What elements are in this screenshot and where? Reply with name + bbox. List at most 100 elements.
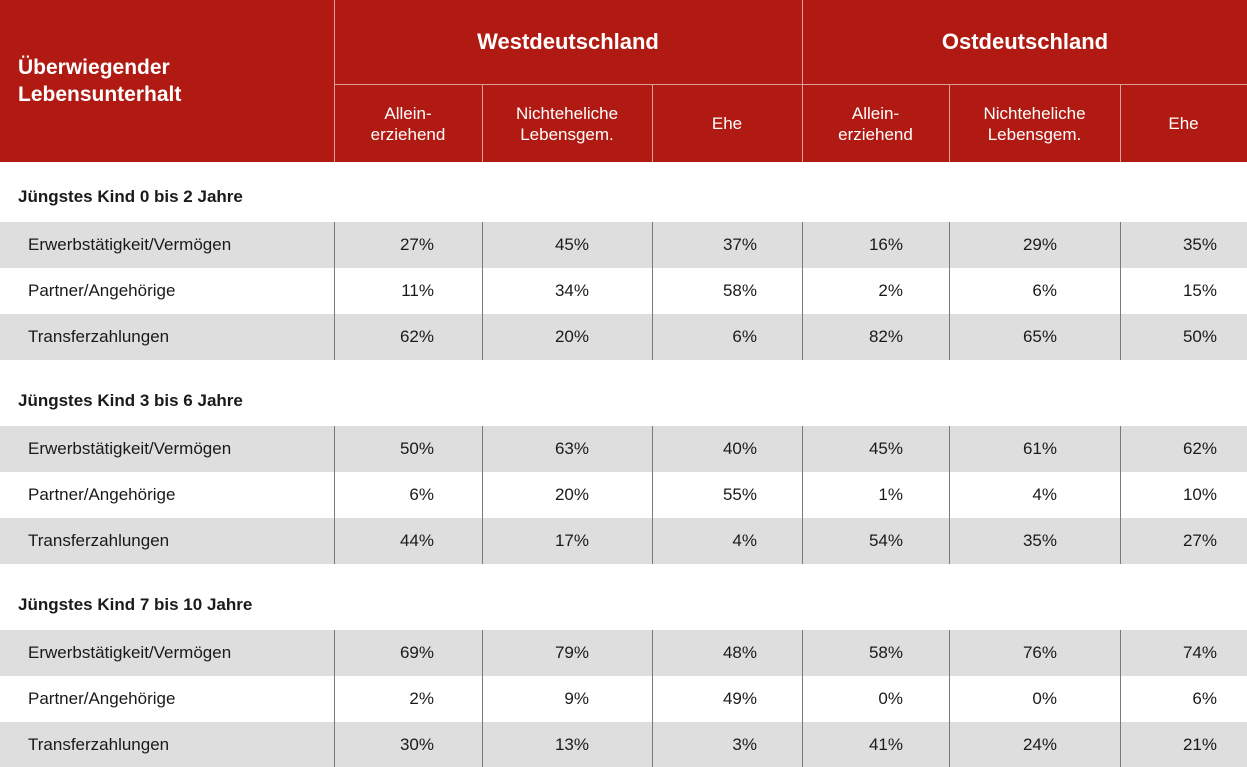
cell-value: 45% <box>554 235 589 254</box>
section-title: Jüngstes Kind 7 bis 10 Jahre <box>18 595 253 614</box>
column-separator <box>949 222 950 268</box>
cell-value: 58% <box>868 643 903 662</box>
cell-value: 30% <box>399 735 434 754</box>
cell-value: 6% <box>1032 281 1057 300</box>
cell-value: 1% <box>878 485 903 504</box>
cell-value: 4% <box>732 531 757 550</box>
column-separator <box>334 518 335 564</box>
column-separator <box>1120 518 1121 564</box>
cell-value: 63% <box>554 439 589 458</box>
column-separator <box>482 722 483 767</box>
cell-value: 55% <box>722 485 757 504</box>
section-title: Jüngstes Kind 3 bis 6 Jahre <box>18 391 243 410</box>
cell-value: 50% <box>1182 327 1217 346</box>
subcol-header-line2: erziehend <box>838 124 913 144</box>
table-header: Überwiegender Lebensunterhalt Westdeutsc… <box>0 0 1247 162</box>
column-separator <box>802 676 803 722</box>
row-label: Transferzahlungen <box>28 531 170 550</box>
column-separator <box>1120 722 1121 767</box>
cell-value: 62% <box>399 327 434 346</box>
subcol-header-line1: Nichteheliche <box>983 103 1086 123</box>
column-separator <box>949 676 950 722</box>
column-separator <box>949 426 950 472</box>
subcol-header-line2: Lebensgem. <box>987 124 1082 144</box>
cell-value: 29% <box>1022 235 1057 254</box>
column-separator <box>334 314 335 360</box>
cell-value: 74% <box>1182 643 1217 662</box>
column-separator <box>802 314 803 360</box>
corner-header-line1: Überwiegender <box>18 56 170 79</box>
column-separator <box>482 314 483 360</box>
column-separator <box>802 426 803 472</box>
cell-value: 40% <box>722 439 757 458</box>
column-separator <box>334 722 335 767</box>
cell-value: 4% <box>1032 485 1057 504</box>
column-separator <box>652 222 653 268</box>
subcol-header: Ehe <box>1120 85 1247 162</box>
column-separator <box>1120 268 1121 314</box>
group-header-west: Westdeutschland <box>477 29 659 54</box>
column-separator <box>949 314 950 360</box>
column-separator <box>802 518 803 564</box>
column-separator <box>1120 472 1121 518</box>
column-separator <box>652 676 653 722</box>
cell-value: 58% <box>722 281 757 300</box>
row-label: Partner/Angehörige <box>28 485 176 504</box>
column-separator <box>802 472 803 518</box>
cell-value: 35% <box>1182 235 1217 254</box>
table-row: Transferzahlungen 62% 20% 6% 82% 65% 50% <box>0 314 1247 360</box>
cell-value: 15% <box>1182 281 1217 300</box>
column-separator <box>482 222 483 268</box>
cell-value: 21% <box>1182 735 1217 754</box>
column-separator <box>802 722 803 767</box>
cell-value: 34% <box>554 281 589 300</box>
cell-value: 10% <box>1182 485 1217 504</box>
column-separator <box>482 676 483 722</box>
column-separator <box>652 472 653 518</box>
cell-value: 79% <box>554 643 589 662</box>
cell-value: 65% <box>1022 327 1057 346</box>
corner-header: Überwiegender Lebensunterhalt <box>0 0 334 162</box>
column-separator <box>949 518 950 564</box>
table-row: Partner/Angehörige 2% 9% 49% 0% 0% 6% <box>0 676 1247 722</box>
column-separator <box>652 722 653 767</box>
cell-value: 2% <box>409 689 434 708</box>
cell-value: 37% <box>722 235 757 254</box>
cell-value: 3% <box>732 735 757 754</box>
cell-value: 13% <box>554 735 589 754</box>
subcol-header-line1: Ehe <box>711 114 743 133</box>
subcol-header: Ehe <box>652 85 802 162</box>
cell-value: 62% <box>1182 439 1217 458</box>
table-row: Partner/Angehörige 6% 20% 55% 1% 4% 10% <box>0 472 1247 518</box>
column-separator <box>652 630 653 676</box>
column-separator <box>334 676 335 722</box>
column-separator <box>1120 630 1121 676</box>
column-separator <box>652 426 653 472</box>
column-separator <box>482 630 483 676</box>
subcol-header-line2: Lebensgem. <box>520 124 614 144</box>
header-divider <box>334 84 1247 85</box>
cell-value: 6% <box>732 327 757 346</box>
column-separator <box>1120 676 1121 722</box>
cell-value: 82% <box>868 327 903 346</box>
cell-value: 11% <box>401 281 434 300</box>
column-separator <box>334 426 335 472</box>
subcol-header-line1: Nichteheliche <box>515 103 619 123</box>
header-divider <box>1120 85 1121 162</box>
cell-value: 17% <box>554 531 589 550</box>
column-separator <box>334 472 335 518</box>
cell-value: 20% <box>554 485 589 504</box>
row-label: Erwerbstätigkeit/Vermögen <box>28 235 232 254</box>
column-separator <box>482 268 483 314</box>
cell-value: 54% <box>868 531 903 550</box>
cell-value: 24% <box>1022 735 1057 754</box>
table-row: Transferzahlungen 44% 17% 4% 54% 35% 27% <box>0 518 1247 564</box>
header-divider <box>334 0 335 162</box>
column-separator <box>652 268 653 314</box>
subcol-header: Allein-erziehend <box>334 85 482 162</box>
cell-value: 76% <box>1022 643 1057 662</box>
row-label: Erwerbstätigkeit/Vermögen <box>28 643 232 662</box>
column-separator <box>334 268 335 314</box>
subcol-header: Nichteheliche Lebensgem. <box>482 85 652 162</box>
